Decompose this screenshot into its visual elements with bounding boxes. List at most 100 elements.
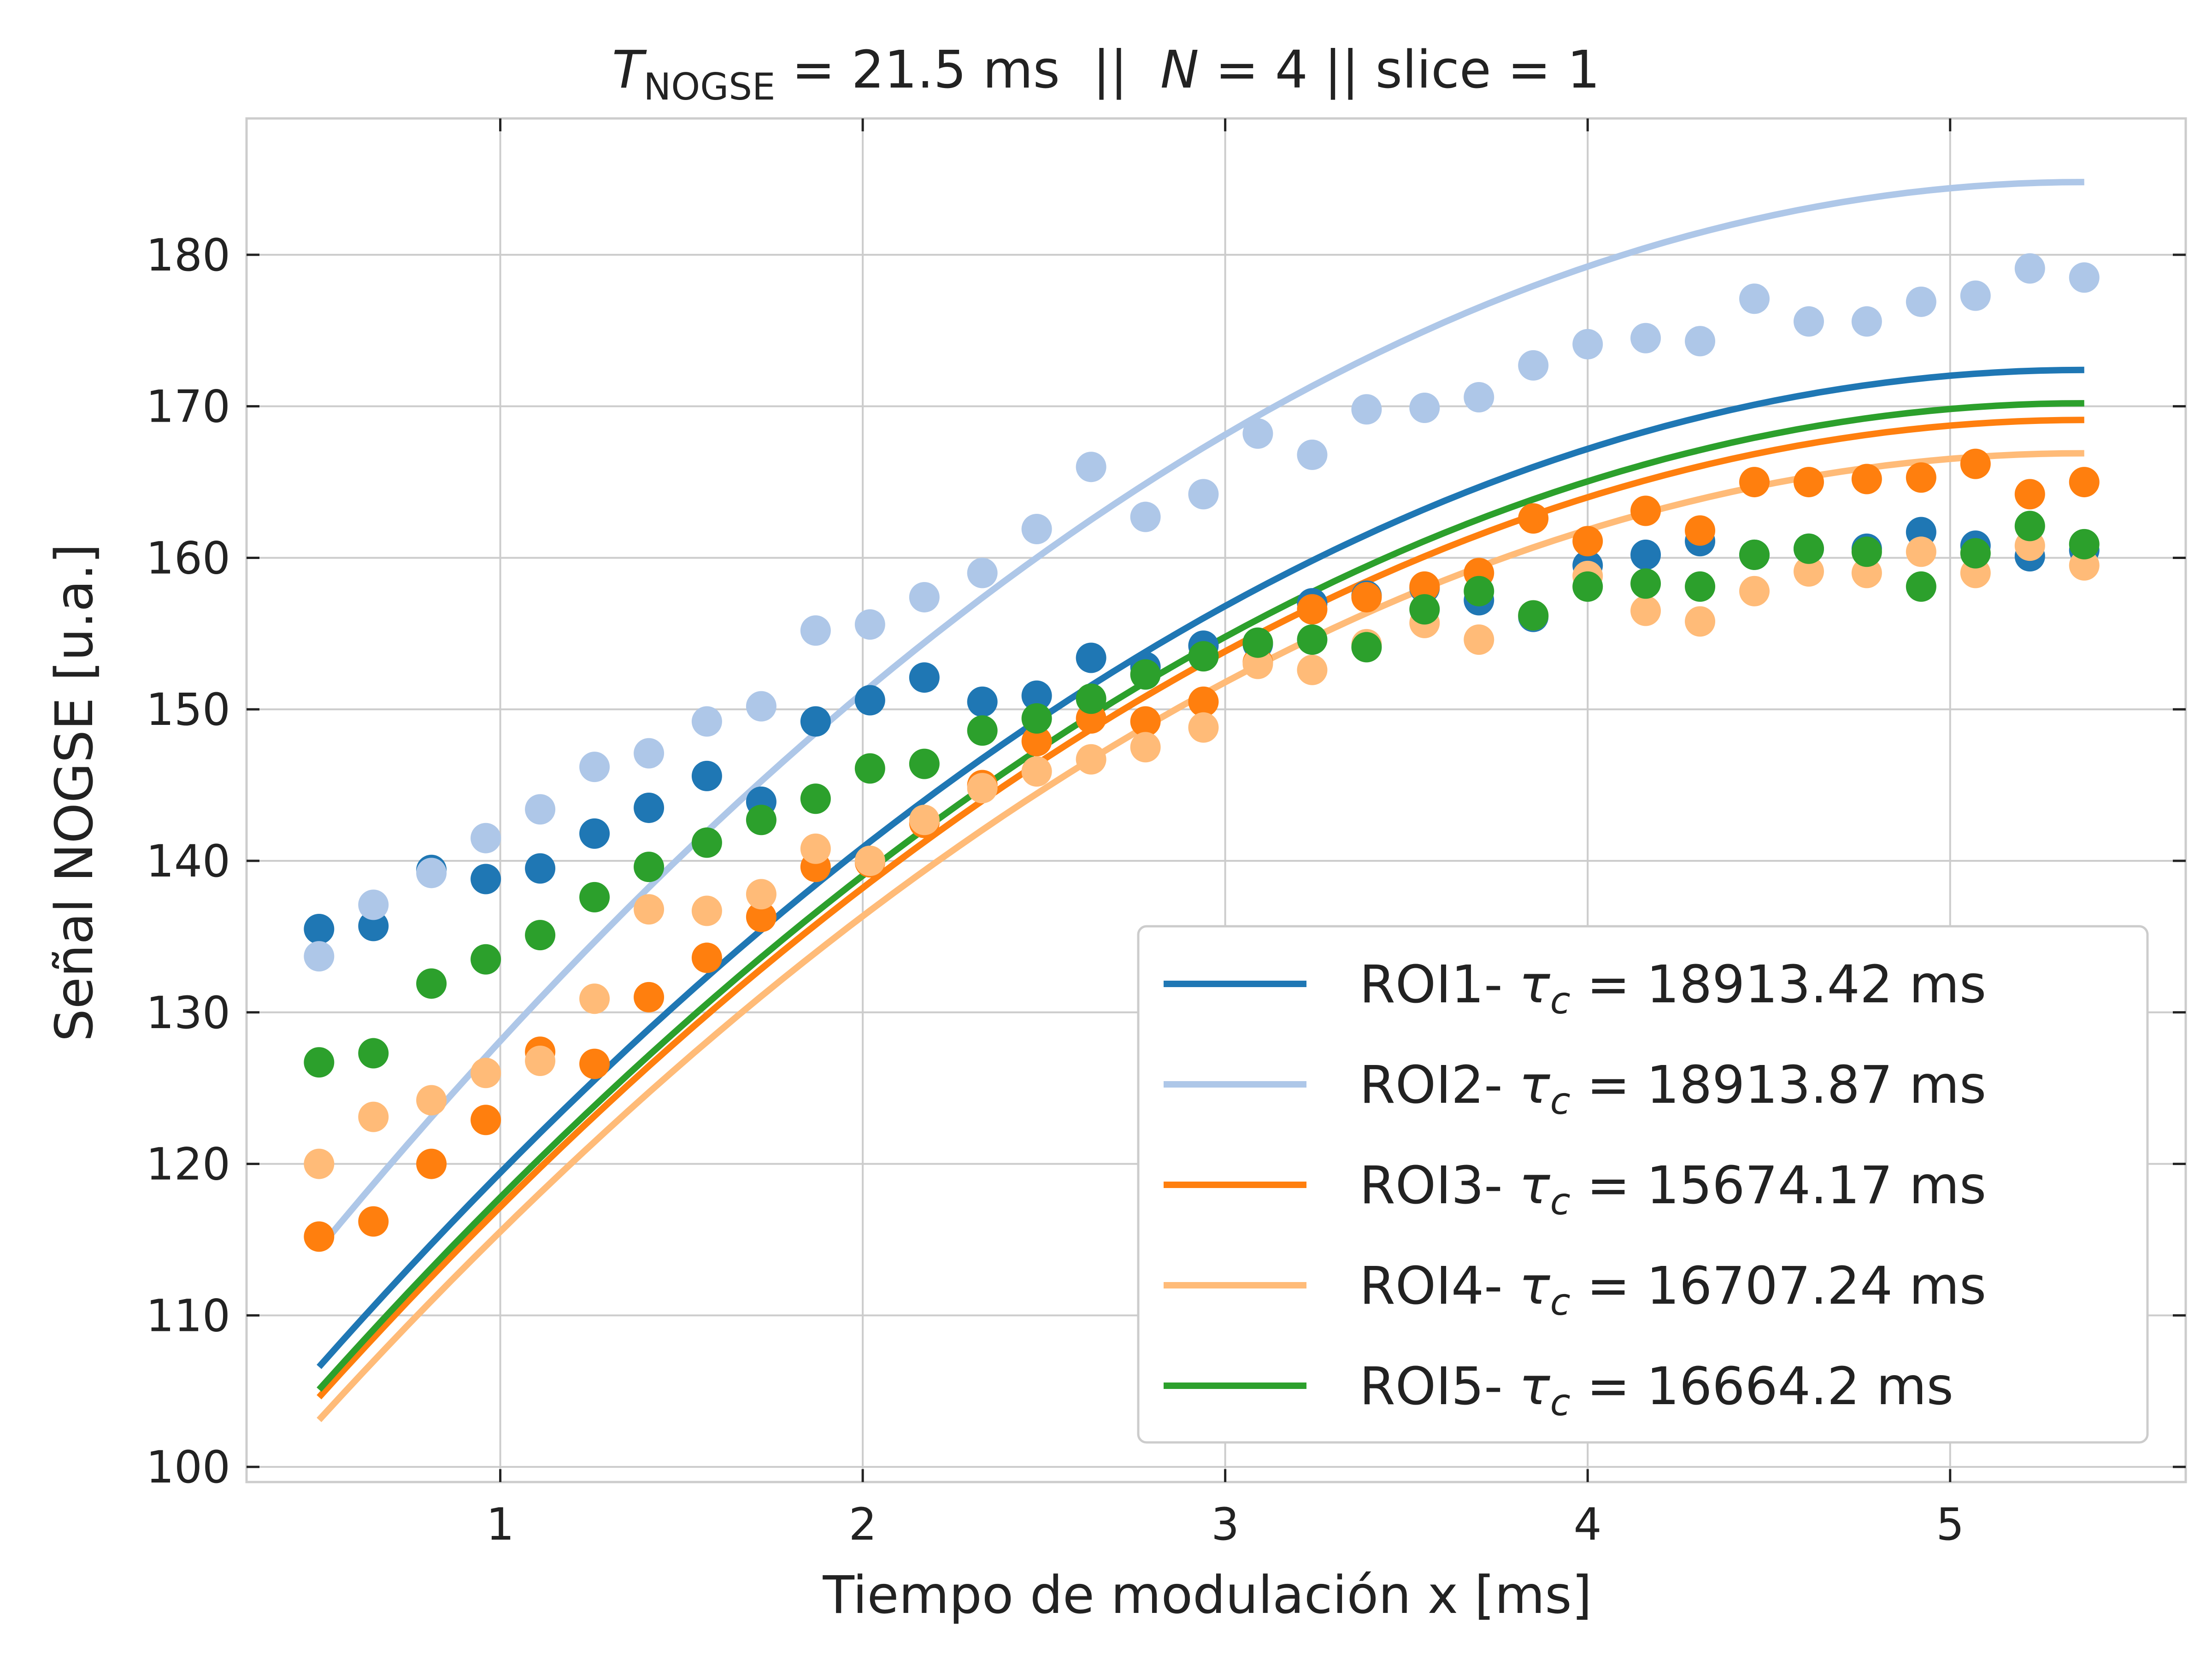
point-roi3 — [304, 1221, 335, 1252]
point-roi5 — [1242, 627, 1273, 658]
point-roi5 — [1685, 571, 1716, 602]
y-tick-label: 170 — [146, 381, 230, 433]
point-roi3 — [691, 942, 722, 973]
point-roi5 — [1188, 641, 1219, 672]
point-roi1 — [967, 686, 998, 717]
plot-frame — [245, 117, 2187, 1483]
point-roi1 — [1076, 642, 1106, 673]
point-roi5 — [1851, 536, 1882, 567]
point-roi1 — [525, 853, 556, 884]
axis-ticks: 1 2 3 4 5 100 110 120 130 140 150 160 170 180 — [146, 118, 2186, 1550]
point-roi2 — [1518, 350, 1549, 381]
point-roi4 — [1242, 648, 1273, 679]
point-roi2 — [304, 941, 335, 972]
point-roi5 — [746, 805, 777, 835]
point-roi4 — [2069, 550, 2100, 581]
point-roi2 — [1630, 323, 1661, 353]
legend-label-roi3: ROI3- τc = 15674.17 ms — [1359, 1156, 1986, 1223]
point-roi4 — [358, 1101, 389, 1132]
point-roi2 — [746, 691, 777, 722]
title-t-value: = 21.5 ms || — [776, 40, 1160, 100]
point-roi5 — [1960, 538, 1991, 569]
y-tick-label: 100 — [146, 1441, 230, 1493]
point-roi4 — [1188, 712, 1219, 743]
point-roi3 — [1351, 582, 1382, 612]
point-roi5 — [1739, 539, 1770, 570]
point-roi5 — [1021, 703, 1052, 734]
point-roi2 — [634, 738, 665, 769]
point-roi5 — [525, 920, 556, 951]
point-roi4 — [800, 833, 831, 864]
point-roi5 — [2014, 511, 2045, 541]
x-tick-label: 2 — [849, 1499, 877, 1550]
point-roi5 — [358, 1038, 389, 1069]
point-roi2 — [909, 582, 940, 612]
y-tick-label: 120 — [146, 1139, 230, 1190]
point-roi4 — [1906, 536, 1936, 567]
point-roi2 — [1351, 394, 1382, 425]
point-roi5 — [1409, 594, 1440, 625]
point-roi5 — [1297, 624, 1328, 655]
legend-box — [1137, 925, 2149, 1444]
point-roi4 — [1851, 558, 1882, 588]
point-roi4 — [909, 805, 940, 835]
point-roi3 — [1630, 495, 1661, 526]
point-roi3 — [358, 1206, 389, 1237]
point-roi4 — [1021, 756, 1052, 787]
point-roi1 — [854, 685, 885, 716]
point-roi5 — [967, 715, 998, 746]
point-roi5 — [1351, 632, 1382, 663]
point-roi3 — [1297, 594, 1328, 625]
legend-label-roi4: ROI4- τc = 16707.24 ms — [1359, 1256, 1986, 1324]
point-roi5 — [1130, 659, 1161, 690]
point-roi2 — [471, 823, 501, 853]
point-roi2 — [1464, 382, 1494, 412]
point-roi4 — [1630, 595, 1661, 626]
point-roi1 — [1021, 680, 1052, 711]
point-roi2 — [525, 794, 556, 825]
point-roi3 — [416, 1148, 447, 1179]
point-roi3 — [1188, 686, 1219, 717]
point-roi2 — [1739, 283, 1770, 314]
y-tick-label: 180 — [146, 229, 230, 281]
point-roi1 — [634, 792, 665, 823]
x-tick-label: 1 — [486, 1499, 514, 1550]
point-roi3 — [1960, 448, 1991, 479]
point-roi1 — [800, 706, 831, 737]
point-roi3 — [1906, 462, 1936, 493]
point-roi4 — [579, 983, 610, 1014]
y-tick-label: 130 — [146, 987, 230, 1039]
point-roi1 — [358, 911, 389, 941]
point-roi5 — [1906, 571, 1936, 602]
x-axis-label: Tiempo de modulación x [ms] — [823, 1565, 1592, 1625]
point-roi3 — [579, 1048, 610, 1079]
point-roi2 — [1906, 286, 1936, 317]
point-roi2 — [579, 752, 610, 782]
point-roi5 — [691, 827, 722, 858]
point-roi3 — [634, 982, 665, 1012]
point-roi5 — [800, 783, 831, 814]
point-roi1 — [909, 662, 940, 693]
fit-line-roi2 — [316, 179, 2084, 1251]
point-roi2 — [2014, 253, 2045, 284]
point-roi2 — [1076, 452, 1106, 482]
point-roi4 — [1739, 576, 1770, 606]
title-t-subscript: NOGSE — [643, 65, 775, 108]
point-roi1 — [304, 913, 335, 944]
point-roi4 — [854, 846, 885, 877]
point-roi2 — [1188, 479, 1219, 510]
point-roi5 — [1464, 576, 1494, 606]
point-roi4 — [1130, 732, 1161, 763]
point-roi2 — [1960, 280, 1991, 311]
point-roi1 — [1630, 539, 1661, 570]
point-roi4 — [304, 1148, 335, 1179]
point-roi2 — [1297, 439, 1328, 470]
point-roi2 — [1242, 418, 1273, 449]
point-roi3 — [471, 1105, 501, 1135]
point-roi4 — [1297, 654, 1328, 685]
point-roi1 — [471, 864, 501, 894]
point-roi3 — [746, 901, 777, 932]
y-tick-label: 110 — [146, 1290, 230, 1341]
data-points — [304, 253, 2100, 1252]
